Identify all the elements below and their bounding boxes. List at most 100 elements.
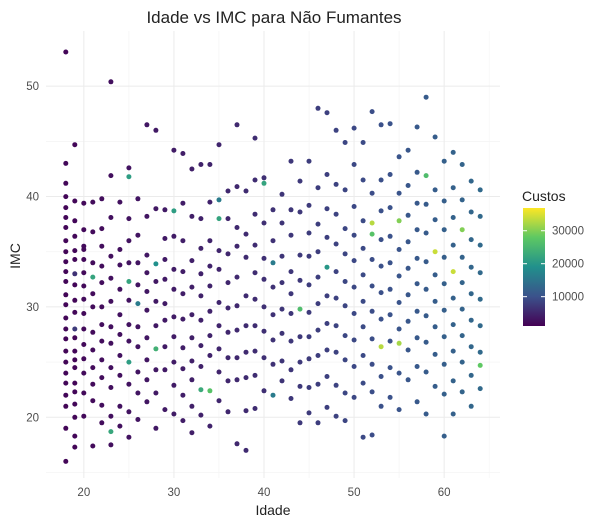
data-point [441, 433, 447, 439]
data-point [297, 334, 303, 340]
legend-tick-label: 10000 [552, 292, 584, 304]
data-point [108, 324, 114, 330]
data-point [288, 291, 294, 297]
data-point [351, 232, 357, 238]
data-point [72, 297, 78, 303]
data-point [477, 187, 483, 193]
data-point [459, 306, 465, 312]
data-point [117, 312, 123, 318]
data-point [153, 323, 159, 329]
data-point [225, 305, 231, 311]
data-point [108, 442, 114, 448]
grid [46, 31, 500, 478]
data-point [360, 380, 366, 386]
data-point [171, 233, 177, 239]
data-point [207, 308, 213, 314]
data-point [225, 329, 231, 335]
data-point [72, 348, 78, 354]
data-point [99, 280, 105, 286]
data-point [153, 206, 159, 212]
data-point [72, 365, 78, 371]
data-point [441, 361, 447, 367]
data-point [369, 432, 375, 438]
legend-tick-label: 30000 [552, 226, 584, 238]
data-point [135, 369, 141, 375]
data-point [315, 301, 321, 307]
data-point [99, 196, 105, 202]
data-point [459, 280, 465, 286]
data-point [414, 200, 420, 206]
data-point [126, 174, 132, 180]
data-point [72, 198, 78, 204]
data-point [117, 332, 123, 337]
data-point [306, 230, 312, 236]
data-point [90, 260, 96, 266]
data-point [180, 366, 186, 372]
data-point [198, 245, 204, 251]
data-point [324, 110, 330, 116]
data-point [180, 418, 186, 424]
data-point [63, 49, 69, 55]
data-point [180, 200, 186, 206]
data-point [81, 413, 87, 419]
data-point [108, 275, 114, 281]
data-point [477, 323, 483, 329]
data-point [369, 231, 375, 237]
data-point [216, 346, 222, 352]
data-point [423, 411, 429, 417]
data-point [414, 308, 420, 314]
data-point [243, 408, 249, 414]
data-point [423, 173, 429, 179]
data-point [108, 365, 114, 371]
data-point [315, 274, 321, 280]
data-point [207, 199, 213, 205]
data-point [378, 374, 384, 379]
data-point [351, 337, 357, 343]
data-point [369, 361, 375, 367]
data-point [414, 335, 420, 341]
data-point [180, 151, 186, 156]
data-point [387, 365, 393, 371]
data-point [108, 340, 114, 346]
data-point [351, 394, 357, 400]
data-point [378, 208, 384, 214]
data-point [198, 162, 204, 167]
data-point [72, 271, 78, 277]
data-point [342, 303, 348, 309]
data-point [81, 200, 87, 206]
data-point [81, 283, 87, 289]
data-point [180, 269, 186, 275]
data-point [297, 178, 303, 184]
data-point [468, 237, 474, 243]
data-point [477, 270, 483, 276]
x-tick-label: 30 [168, 487, 181, 499]
data-point [405, 292, 411, 298]
data-point [261, 175, 267, 181]
data-point [153, 425, 159, 431]
data-point [297, 383, 303, 389]
data-point [72, 401, 78, 407]
data-point [432, 298, 438, 304]
data-point [342, 279, 348, 284]
data-point [108, 385, 114, 390]
data-point [252, 270, 258, 276]
data-point [261, 255, 267, 261]
data-point [324, 404, 330, 410]
data-point [297, 420, 303, 426]
data-point [306, 356, 312, 362]
data-point [252, 406, 258, 411]
data-point [72, 326, 78, 332]
data-point [189, 335, 195, 341]
data-point [423, 201, 429, 207]
points-layer [63, 49, 483, 464]
data-point [369, 190, 375, 196]
data-point [81, 296, 87, 302]
data-point [162, 276, 168, 282]
data-point [477, 213, 483, 219]
data-point [477, 386, 483, 392]
data-point [117, 353, 123, 358]
data-point [63, 194, 69, 200]
data-point [450, 295, 456, 301]
data-point [243, 254, 249, 260]
data-point [342, 226, 348, 232]
